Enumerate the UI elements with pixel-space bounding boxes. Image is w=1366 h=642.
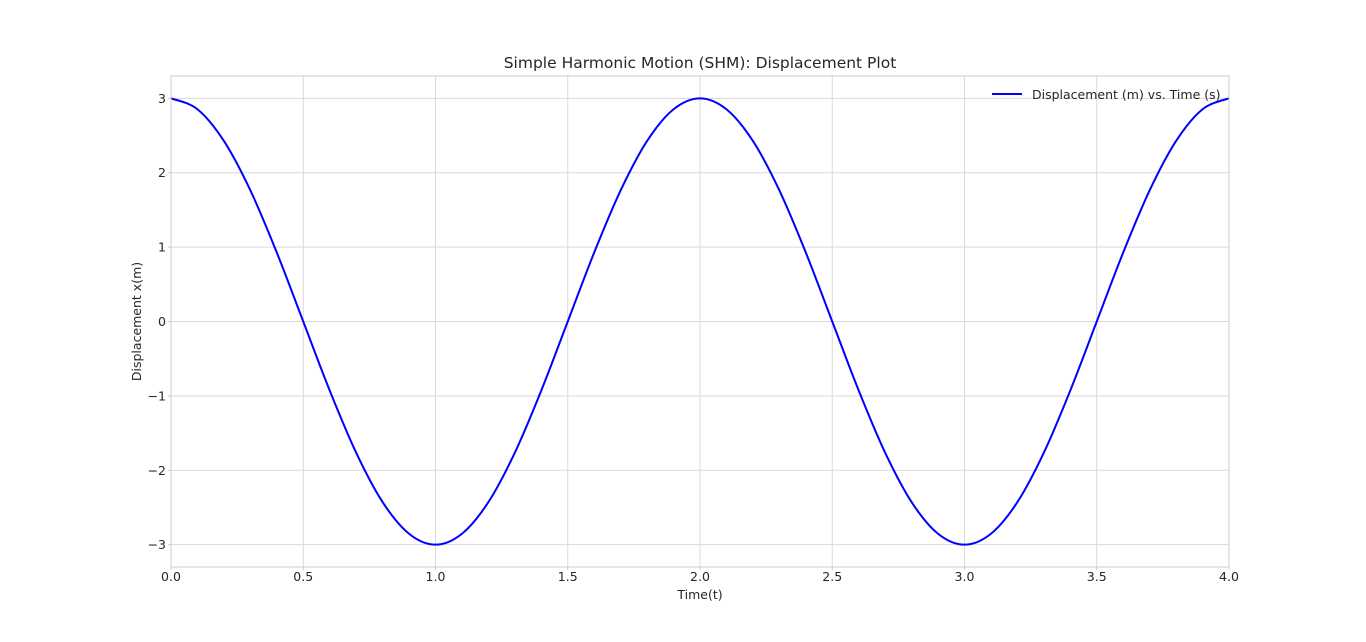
- grid-layer: [170, 76, 1230, 567]
- x-tick-label: 2.0: [690, 569, 710, 584]
- tick-layer: 0.0 0.5 1.0 1.5 2.0 2.5 3.0 3.5 4.0 3 2 1 0 −1 −2 −3: [148, 91, 1239, 584]
- x-tick-label: 1.5: [558, 569, 578, 584]
- x-tick-label: 2.5: [822, 569, 842, 584]
- chart-title: Simple Harmonic Motion (SHM): Displaceme…: [504, 54, 897, 72]
- y-tick-label: −2: [148, 463, 166, 478]
- x-axis-label: Time(t): [676, 587, 722, 602]
- legend-label: Displacement (m) vs. Time (s): [1032, 87, 1221, 102]
- x-tick-label: 4.0: [1219, 569, 1239, 584]
- x-tick-label: 1.0: [426, 569, 446, 584]
- y-tick-label: 2: [158, 165, 166, 180]
- x-tick-label: 3.5: [1087, 569, 1107, 584]
- series-layer: [170, 97, 1230, 546]
- y-tick-label: −3: [148, 537, 166, 552]
- x-tick-label: 0.0: [161, 569, 181, 584]
- legend: Displacement (m) vs. Time (s): [992, 87, 1221, 102]
- series-line: [170, 97, 1230, 546]
- y-tick-label: 0: [158, 314, 166, 329]
- y-tick-label: −1: [148, 388, 166, 403]
- y-axis-label: Displacement x(m): [129, 262, 144, 381]
- x-tick-label: 3.0: [955, 569, 975, 584]
- y-tick-label: 3: [158, 91, 166, 106]
- x-tick-label: 0.5: [293, 569, 313, 584]
- y-tick-label: 1: [158, 240, 166, 255]
